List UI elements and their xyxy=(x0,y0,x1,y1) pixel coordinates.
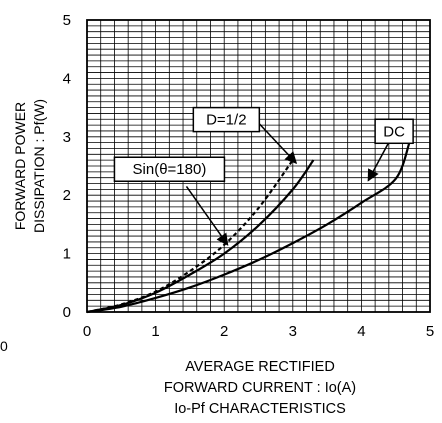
x-tick-label: 5 xyxy=(426,323,434,340)
y-tick-label: 5 xyxy=(63,12,71,29)
y-tick-label: 1 xyxy=(63,246,71,263)
x-tick-label: 0 xyxy=(83,323,91,340)
chart-annotations: D=1/2 Sin(θ=180) DC xyxy=(113,106,414,246)
annotation-box xyxy=(192,106,261,133)
chart-title: Io-Pf CHARACTERISTICS xyxy=(174,401,346,417)
y-axis-label-line: FORWARD POWER xyxy=(12,102,28,230)
chart-series xyxy=(86,142,411,314)
plot-frame xyxy=(86,19,431,313)
annotation-label: Sin(θ=180) xyxy=(133,161,207,178)
annotation-label: DC xyxy=(383,123,405,140)
x-axis-label-line-2: FORWARD CURRENT : Io(A) xyxy=(163,380,357,396)
annotation-box xyxy=(113,156,226,182)
x-tick-label: 4 xyxy=(357,323,365,340)
stray-zero-label: 0 xyxy=(0,338,8,354)
annotation-label: D=1/2 xyxy=(206,112,246,129)
annotation-arrow xyxy=(254,118,298,164)
x-tick-label: 3 xyxy=(289,323,297,340)
y-tick-label: 2 xyxy=(63,187,71,204)
annotation-arrow xyxy=(367,139,391,182)
series-line-d-1-2 xyxy=(86,159,294,314)
series-line-dc xyxy=(86,142,411,314)
y-axis-label: FORWARD POWER DISSIPATION : Pf(W) xyxy=(12,99,47,233)
y-tick-label: 3 xyxy=(63,129,71,146)
chart-ticks: 0 1 2 3 4 5 0 1 2 3 4 5 xyxy=(63,12,435,340)
y-tick-label: 4 xyxy=(63,70,71,87)
x-axis-label-line-1: AVERAGE RECTIFIED xyxy=(185,359,335,375)
annotation-arrow xyxy=(185,186,229,246)
y-tick-label: 0 xyxy=(63,304,71,321)
x-tick-label: 1 xyxy=(151,323,159,340)
chart-axes xyxy=(86,19,431,313)
annotation-box xyxy=(374,118,414,145)
x-tick-label: 2 xyxy=(220,323,228,340)
y-axis-label-line: DISSIPATION : Pf(W) xyxy=(31,99,47,233)
